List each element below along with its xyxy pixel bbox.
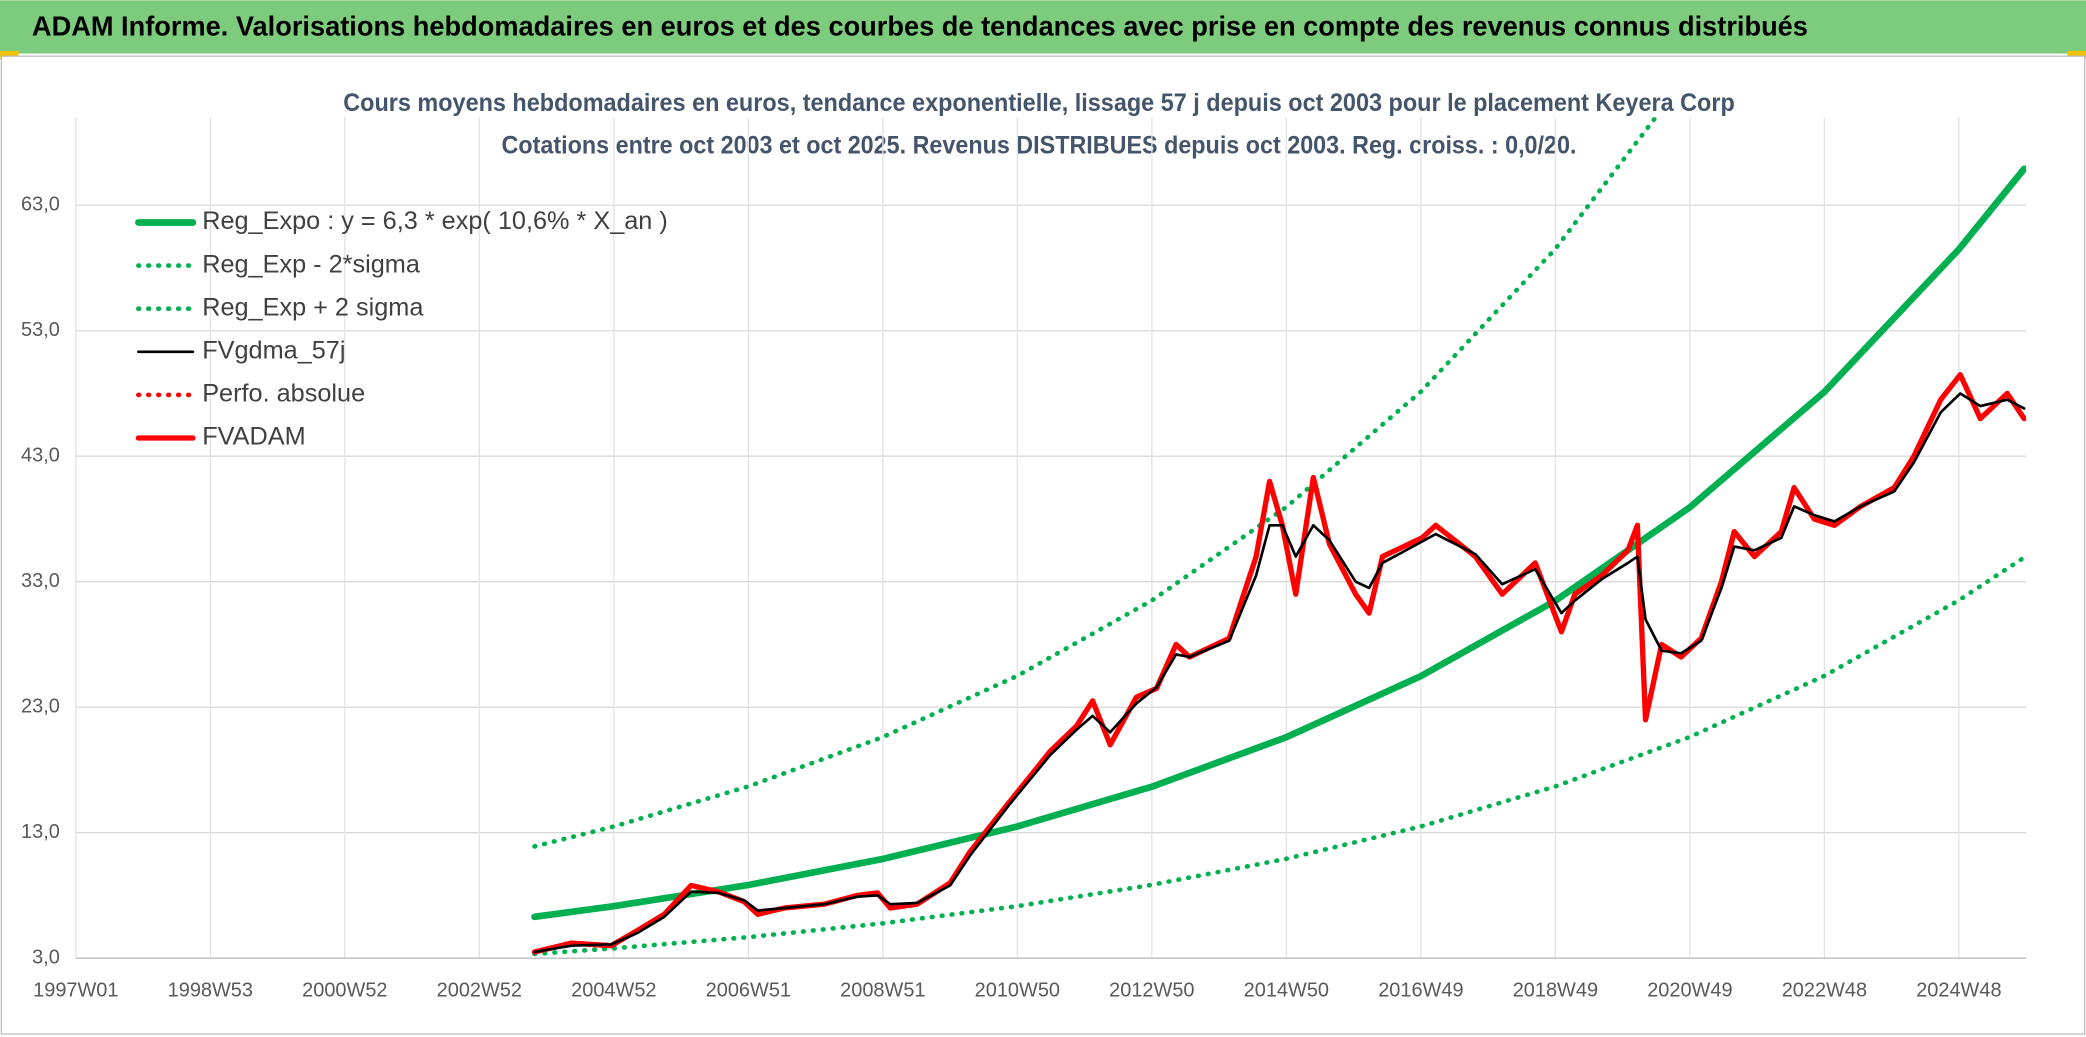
series-line xyxy=(532,117,1659,849)
x-tick-label: 2002W52 xyxy=(437,980,522,1002)
legend: Reg_Expo : y = 6,3 * exp( 10,6% * X_an )… xyxy=(135,207,668,451)
x-tick-label: 2024W48 xyxy=(1916,980,2001,1002)
chart-subtitle: Cotations entre oct 2003 et oct 2025. Re… xyxy=(502,131,1577,159)
y-tick-label: 13,0 xyxy=(21,821,60,843)
legend-label: FVgdma_57j xyxy=(202,336,345,364)
x-tick-label: 2008W51 xyxy=(840,980,925,1002)
legend-label: Perfo. absolue xyxy=(202,380,365,408)
y-tick-label: 43,0 xyxy=(21,444,60,466)
x-tick-label: 1998W53 xyxy=(168,980,253,1002)
chart-frame xyxy=(0,55,2086,1035)
banner-title: ADAM Informe. Valorisations hebdomadaire… xyxy=(32,11,1808,42)
plot-area xyxy=(531,117,2027,957)
y-tick-label: 53,0 xyxy=(21,319,60,341)
x-tick-label: 2016W49 xyxy=(1378,980,1463,1002)
y-tick-label: 3,0 xyxy=(32,946,60,968)
x-tick-label: 2006W51 xyxy=(706,980,791,1002)
x-tick-label: 2018W49 xyxy=(1513,980,1598,1002)
legend-label: Reg_Exp + 2 sigma xyxy=(202,293,424,321)
x-tick-label: 1997W01 xyxy=(33,980,118,1002)
x-tick-label: 2012W50 xyxy=(1109,980,1194,1002)
x-tick-label: 2020W49 xyxy=(1647,980,1732,1002)
legend-label: FVADAM xyxy=(202,423,305,451)
grid xyxy=(75,117,2027,959)
legend-label: Reg_Expo : y = 6,3 * exp( 10,6% * X_an ) xyxy=(202,207,668,235)
y-tick-label: 23,0 xyxy=(21,695,60,717)
series-line xyxy=(532,555,2027,957)
y-tick-label: 33,0 xyxy=(21,570,60,592)
x-tick-label: 2014W50 xyxy=(1244,980,1329,1002)
series-line xyxy=(533,392,2026,954)
banner-bar xyxy=(0,0,2086,54)
series-line xyxy=(531,165,2027,921)
x-tick-label: 2000W52 xyxy=(302,980,387,1002)
x-tick-label: 2022W48 xyxy=(1782,980,1867,1002)
y-tick-label: 63,0 xyxy=(21,194,60,216)
x-tick-label: 2010W50 xyxy=(975,980,1060,1002)
chart-title: Cours moyens hebdomadaires en euros, ten… xyxy=(343,89,1735,117)
x-tick-label: 2004W52 xyxy=(571,980,656,1002)
corner xyxy=(0,50,19,59)
legend-label: Reg_Exp - 2*sigma xyxy=(202,250,421,278)
corner xyxy=(2067,50,2086,59)
